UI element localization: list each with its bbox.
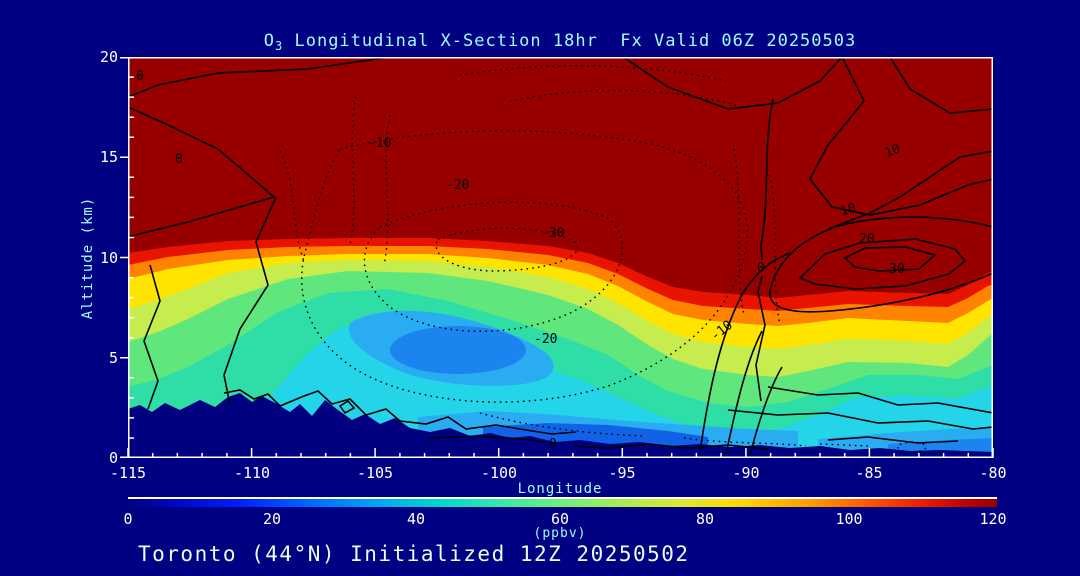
title-o: O xyxy=(263,31,276,51)
y-tick-10: 10 xyxy=(99,249,118,267)
model-run-caption: Toronto (44°N) Initialized 12Z 20250502 xyxy=(138,542,690,566)
contour-label: 0 xyxy=(175,152,183,167)
contour-label: 10 xyxy=(882,141,902,161)
contour-label: -20 xyxy=(534,332,557,347)
plot-frame xyxy=(128,57,993,458)
title-subscript-3: 3 xyxy=(275,39,284,53)
colorbar-tick-20: 20 xyxy=(262,510,282,528)
x-tick--110: -110 xyxy=(233,464,271,482)
contour-label: 20 xyxy=(859,232,875,247)
x-tick--115: -115 xyxy=(109,464,147,482)
contour-label: 0 xyxy=(757,261,765,276)
x-tick--90: -90 xyxy=(732,464,760,482)
x-tick--80: -80 xyxy=(979,464,1007,482)
colorbar-gradient xyxy=(128,497,997,507)
colorbar-tick-120: 120 xyxy=(979,510,1007,528)
filled-contour-field: 0 0 -10 -20 -30 -20 -10 0 10 20 30 10 0 xyxy=(128,57,993,458)
colorbar-tick-100: 100 xyxy=(835,510,863,528)
plot-title: O3 Longitudinal X-Section 18hr Fx Valid … xyxy=(264,31,856,53)
colorbar-tick-0: 0 xyxy=(123,510,133,528)
contour-label: -20 xyxy=(446,178,469,193)
field-blue-pocket-core xyxy=(390,326,526,374)
x-tick--100: -100 xyxy=(480,464,518,482)
contour-label: -30 xyxy=(541,226,564,241)
x-axis-label: Longitude xyxy=(517,481,603,497)
colorbar-tick-60: 60 xyxy=(550,510,570,528)
contours-positive-solid xyxy=(128,57,993,456)
contours-negative-dotted xyxy=(279,65,927,453)
y-tick-20: 20 xyxy=(99,48,118,66)
contour-label: 30 xyxy=(889,262,905,277)
colorbar-tick-40: 40 xyxy=(406,510,426,528)
cross-section-plot: 0 0 -10 -20 -30 -20 -10 0 10 20 30 10 0 xyxy=(120,57,994,458)
x-tick--105: -105 xyxy=(356,464,394,482)
y-tick-5: 5 xyxy=(108,349,118,367)
contour-label: 10 xyxy=(839,201,859,220)
terrain-silhouette xyxy=(128,393,993,458)
contour-label: 0 xyxy=(136,69,144,84)
title-rest: Longitudinal X-Section 18hr Fx Valid 06Z… xyxy=(283,31,857,51)
colorbar-tick-80: 80 xyxy=(695,510,715,528)
y-tick-0: 0 xyxy=(108,449,118,467)
y-tick-15: 15 xyxy=(99,148,118,166)
colorbar-units-label: (ppbv) xyxy=(533,526,587,541)
x-tick--85: -85 xyxy=(855,464,883,482)
contour-label: -10 xyxy=(368,136,391,151)
contour-label: 0 xyxy=(549,437,557,452)
axes-frame-and-ticks xyxy=(120,57,994,458)
x-tick--95: -95 xyxy=(608,464,636,482)
